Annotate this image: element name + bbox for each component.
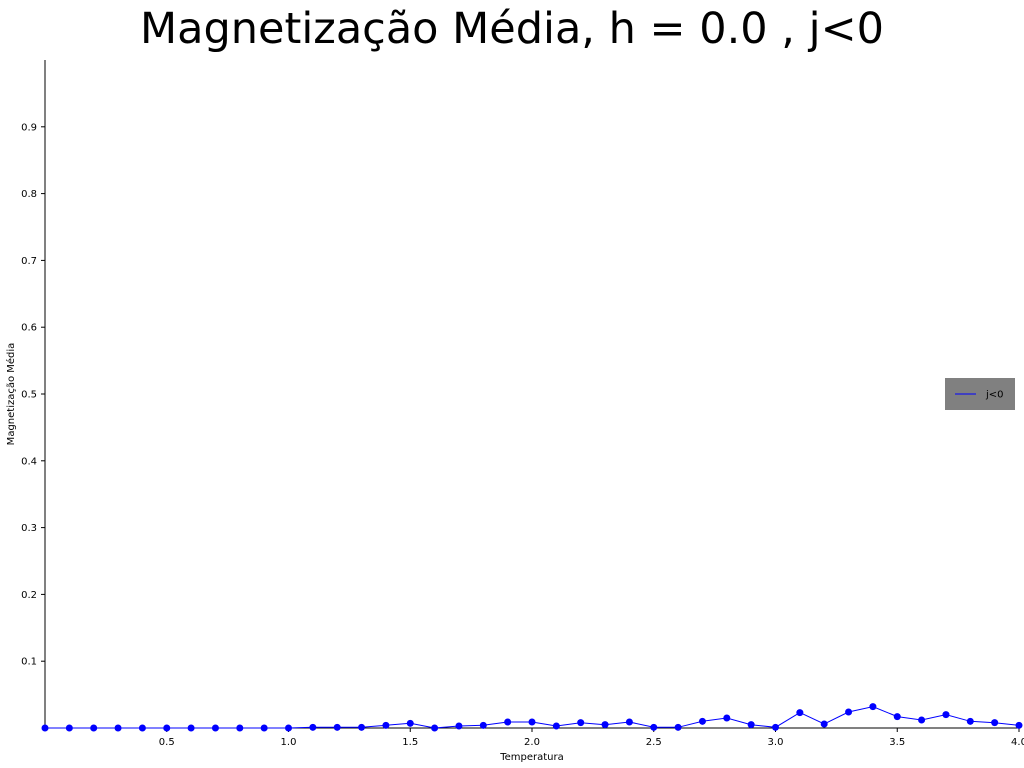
data-point — [601, 721, 609, 729]
data-point — [455, 722, 463, 730]
data-point — [650, 723, 658, 731]
y-tick-label: 0.7 — [21, 256, 37, 267]
data-point — [211, 724, 219, 732]
data-point — [845, 708, 853, 716]
x-tick-label: 0.5 — [159, 737, 175, 748]
x-tick-label: 4.0 — [1011, 737, 1024, 748]
data-point — [479, 721, 487, 729]
data-point — [41, 724, 49, 732]
data-point — [698, 717, 706, 725]
chart-title: Magnetização Média, h = 0.0 , j<0 — [140, 4, 884, 54]
data-point — [918, 716, 926, 724]
data-point — [625, 718, 633, 726]
data-point — [552, 722, 560, 730]
x-tick-label: 3.5 — [889, 737, 905, 748]
x-tick-label: 2.5 — [646, 737, 662, 748]
data-point — [358, 723, 366, 731]
data-point — [504, 718, 512, 726]
data-point — [90, 724, 98, 732]
data-point — [309, 723, 317, 731]
axes — [44, 60, 1019, 729]
y-tick-label: 0.1 — [21, 657, 37, 668]
data-point — [820, 720, 828, 728]
data-point — [723, 714, 731, 722]
data-point — [382, 721, 390, 729]
data-point — [869, 703, 877, 711]
data-point — [163, 724, 171, 732]
y-axis-label: Magnetização Média — [5, 343, 17, 446]
data-point — [893, 713, 901, 721]
x-tick-label: 2.0 — [524, 737, 540, 748]
x-axis-label: Temperatura — [499, 752, 564, 763]
data-point — [1015, 721, 1023, 729]
data-point — [528, 718, 536, 726]
data-point — [114, 724, 122, 732]
legend-label: j<0 — [985, 390, 1004, 401]
x-tick-label: 1.0 — [281, 737, 297, 748]
data-point — [674, 723, 682, 731]
legend: j<0 — [945, 378, 1015, 410]
data-point — [577, 719, 585, 727]
x-tick-label: 1.5 — [402, 737, 418, 748]
y-tick-label: 0.2 — [21, 590, 37, 601]
data-point — [796, 709, 804, 717]
y-tick-label: 0.8 — [21, 189, 37, 200]
data-point — [260, 724, 268, 732]
data-point — [772, 723, 779, 731]
series-layer — [41, 703, 1023, 732]
data-point — [138, 724, 146, 732]
y-tick-label: 0.9 — [21, 122, 37, 133]
data-point — [966, 717, 974, 725]
y-tick-label: 0.6 — [21, 323, 37, 334]
data-point — [187, 724, 195, 732]
data-point — [333, 723, 341, 731]
x-axis-ticks: 0.5 1.0 1.5 2.0 2.5 3.0 3.5 4.0 — [159, 728, 1024, 748]
y-tick-label: 0.5 — [21, 390, 37, 401]
data-point — [285, 724, 292, 732]
data-point — [431, 724, 439, 732]
y-axis-ticks: 0.1 0.2 0.3 0.4 0.5 0.6 0.7 0.8 0.9 — [21, 122, 45, 668]
data-point — [65, 724, 73, 732]
data-point — [942, 711, 950, 719]
data-point — [236, 724, 244, 732]
data-point — [406, 719, 414, 727]
data-point — [991, 719, 999, 727]
y-tick-label: 0.4 — [21, 456, 37, 467]
data-point — [747, 721, 755, 729]
x-tick-label: 3.0 — [768, 737, 784, 748]
y-tick-label: 0.3 — [21, 523, 37, 534]
